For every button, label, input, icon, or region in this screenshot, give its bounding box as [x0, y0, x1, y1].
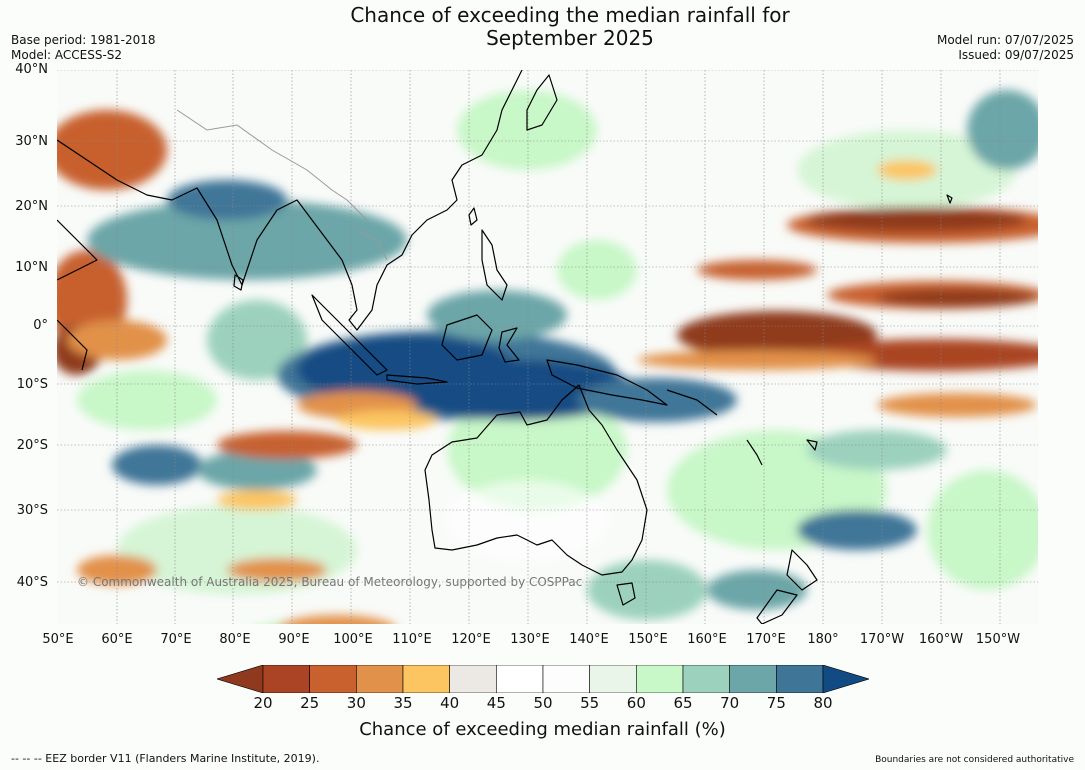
colorbar-swatch: [542, 665, 590, 693]
himalaya-border: [176, 109, 368, 221]
sulawesi-coast: [498, 327, 520, 363]
lat-label: 10°S: [16, 377, 48, 392]
taiwan-coast: [468, 207, 478, 226]
lon-label: 140°E: [569, 632, 609, 647]
coastlines: [57, 70, 953, 624]
title-line1: Chance of exceeding the median rainfall …: [350, 3, 790, 27]
sea-border: [356, 229, 388, 261]
colorbar-swatch: [589, 665, 637, 693]
colorbar-extend-low: [217, 665, 264, 693]
colorbar-tick-label: 50: [533, 694, 553, 712]
colorbar-tick-label: 30: [346, 694, 366, 712]
colorbar-tick-label: 45: [486, 694, 506, 712]
colorbar-swatch: [496, 665, 544, 693]
model-run: Model run: 07/07/2025: [936, 33, 1074, 47]
map-title: Chance of exceeding the median rainfall …: [0, 4, 1085, 50]
tasmania-coast: [616, 582, 636, 606]
borneo-coast: [441, 314, 493, 361]
solomons-coast: [666, 389, 718, 416]
lon-label: 150°E: [628, 632, 668, 647]
lon-label: 50°E: [42, 632, 74, 647]
colorbar-tick-label: 75: [766, 694, 786, 712]
colorbar-tick-label: 55: [580, 694, 600, 712]
africa-coast: [57, 319, 88, 371]
arabia-coast: [57, 219, 98, 281]
colorbar-tick-label: 60: [626, 694, 646, 712]
colorbar-swatch: [402, 665, 450, 693]
lon-label: 120°E: [451, 632, 491, 647]
colorbar-tick-label: 65: [673, 694, 693, 712]
japan-coast: [526, 74, 558, 131]
graticule: [57, 70, 1038, 624]
colorbar-swatch: [262, 665, 310, 693]
fiji-coast: [806, 439, 818, 451]
lat-label: 10°N: [15, 260, 48, 275]
colorbar-swatch: [729, 665, 777, 693]
colorbar-tick-label: 80: [813, 694, 833, 712]
colorbar-swatch: [636, 665, 684, 693]
title-line2: September 2025: [486, 26, 654, 50]
vanuatu-coast: [746, 439, 763, 466]
colorbar-swatch: [682, 665, 730, 693]
colorbar-tick-label: 70: [720, 694, 740, 712]
australia-coast: [424, 384, 648, 576]
lon-label: 90°E: [278, 632, 310, 647]
colorbar-tick-label: 20: [253, 694, 273, 712]
hawaii-coast: [946, 194, 953, 204]
boundary-disclaimer: Boundaries are not considered authoritat…: [875, 755, 1074, 765]
colorbar-extend-high: [822, 665, 869, 693]
lat-label: 40°S: [16, 575, 48, 590]
lat-label: 40°N: [15, 62, 48, 77]
lon-label: 100°E: [333, 632, 373, 647]
colorbar-swatch: [356, 665, 404, 693]
java-coast: [386, 374, 448, 385]
sumatra-coast: [311, 294, 388, 376]
lon-label: 130°E: [510, 632, 550, 647]
lat-label: 20°S: [16, 438, 48, 453]
aus-interior: [447, 480, 607, 560]
lon-label: 160°W: [918, 632, 964, 647]
issued-date: Issued: 09/07/2025: [958, 48, 1074, 62]
country-borders: [176, 109, 388, 261]
meta-right: Model run: 07/07/2025 Issued: 09/07/2025: [937, 33, 1074, 63]
rainfall-probability-map: © Commonwealth of Australia 2025, Bureau…: [57, 70, 1038, 624]
lon-label: 70°E: [160, 632, 192, 647]
base-period: Base period: 1981-2018: [11, 33, 156, 47]
colorbar-swatch: [309, 665, 357, 693]
sri-lanka-coast: [233, 274, 244, 291]
colorbar-swatch: [449, 665, 497, 693]
colorbar-tick-label: 40: [440, 694, 460, 712]
colorbar-tick-label: 35: [393, 694, 413, 712]
colorbar: [217, 665, 869, 693]
lon-label: 180°: [807, 632, 839, 647]
eez-legend: -- -- -- EEZ border V11 (Flanders Marine…: [11, 752, 320, 765]
lon-label: 60°E: [101, 632, 133, 647]
lon-label: 160°E: [687, 632, 727, 647]
new-guinea-coast: [546, 359, 668, 406]
lat-label: 30°N: [15, 134, 48, 149]
philippines-coast: [481, 229, 508, 301]
lat-label: 30°S: [16, 503, 48, 518]
lon-label: 170°E: [746, 632, 786, 647]
copyright-notice: © Commonwealth of Australia 2025, Bureau…: [77, 575, 582, 589]
lon-label: 170°W: [859, 632, 905, 647]
lat-label: 0°: [33, 318, 48, 333]
lat-label: 20°N: [15, 199, 48, 214]
model-name: Model: ACCESS-S2: [11, 48, 123, 62]
nz-north-coast: [786, 549, 818, 591]
colorbar-label: Chance of exceeding median rainfall (%): [359, 719, 726, 740]
lon-label: 150°W: [975, 632, 1021, 647]
meta-left: Base period: 1981-2018 Model: ACCESS-S2: [11, 33, 156, 63]
nz-south-coast: [756, 589, 798, 624]
lon-label: 110°E: [392, 632, 432, 647]
lon-label: 80°E: [219, 632, 251, 647]
asia-coast: [57, 70, 523, 331]
colorbar-swatch: [776, 665, 824, 693]
colorbar-tick-label: 25: [300, 694, 320, 712]
